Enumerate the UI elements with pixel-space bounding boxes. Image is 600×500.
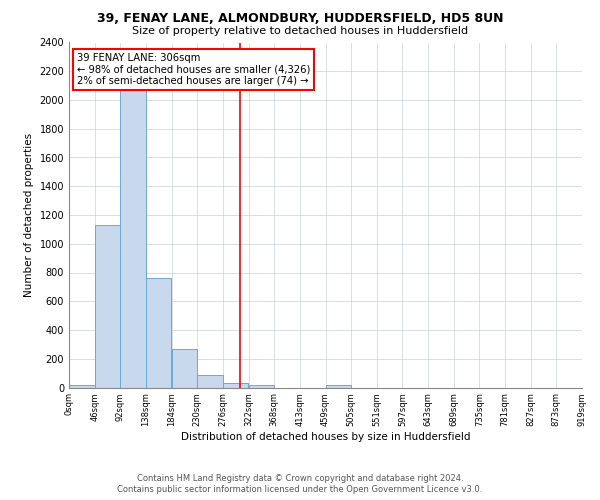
Text: 39, FENAY LANE, ALMONDBURY, HUDDERSFIELD, HD5 8UN: 39, FENAY LANE, ALMONDBURY, HUDDERSFIELD… [97, 12, 503, 26]
Bar [326, 385, 351, 388]
Bar [197, 374, 223, 388]
Bar [69, 384, 95, 388]
Text: 39 FENAY LANE: 306sqm
← 98% of detached houses are smaller (4,326)
2% of semi-de: 39 FENAY LANE: 306sqm ← 98% of detached … [77, 53, 310, 86]
Y-axis label: Number of detached properties: Number of detached properties [24, 133, 34, 297]
Bar [121, 64, 146, 388]
Text: Size of property relative to detached houses in Huddersfield: Size of property relative to detached ho… [132, 26, 468, 36]
Bar [95, 225, 120, 388]
Bar [248, 385, 274, 388]
Text: Contains HM Land Registry data © Crown copyright and database right 2024.
Contai: Contains HM Land Registry data © Crown c… [118, 474, 482, 494]
Bar [172, 348, 197, 388]
X-axis label: Distribution of detached houses by size in Huddersfield: Distribution of detached houses by size … [181, 432, 470, 442]
Bar [223, 383, 248, 388]
Bar [146, 278, 172, 388]
